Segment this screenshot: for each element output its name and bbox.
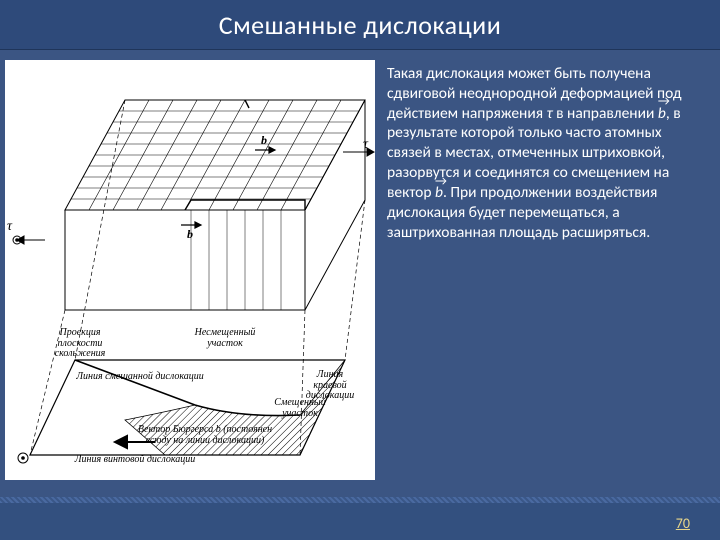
fig-label-mixed: Линия смешанной дислокации <box>60 372 220 383</box>
footer-bar: 70 <box>0 502 720 540</box>
fig-tau-left: τ <box>7 220 12 235</box>
title-bar: Смешанные дислокации <box>0 0 720 50</box>
dislocation-figure: Проекцияплоскостискольжения Несмещенныйу… <box>5 60 375 480</box>
fig-b-top: b <box>261 134 267 147</box>
fig-tau-right: τ <box>363 138 368 153</box>
content-row: Проекцияплоскостискольжения Несмещенныйу… <box>0 50 720 490</box>
fig-label-unshift: Несмещенныйучасток <box>180 328 270 349</box>
fig-label-screw: Линия винтовой дислокации <box>50 455 220 466</box>
fig-label-proj: Проекцияплоскостискольжения <box>45 328 115 360</box>
body-text-column: Такая дислокация может быть получена сдв… <box>387 60 705 490</box>
fig-label-burg: Вектор Бюргерса b (постояненвсюду на лин… <box>100 425 310 446</box>
fig-label-shift: Смещенныйучасток <box>260 398 340 419</box>
footer-stripe <box>0 497 720 503</box>
page-number: 70 <box>676 515 690 532</box>
slide-title: Смешанные дислокации <box>219 9 502 41</box>
body-paragraph: Такая дислокация может быть получена сдв… <box>387 64 705 242</box>
fig-b-bot: b <box>187 228 193 241</box>
